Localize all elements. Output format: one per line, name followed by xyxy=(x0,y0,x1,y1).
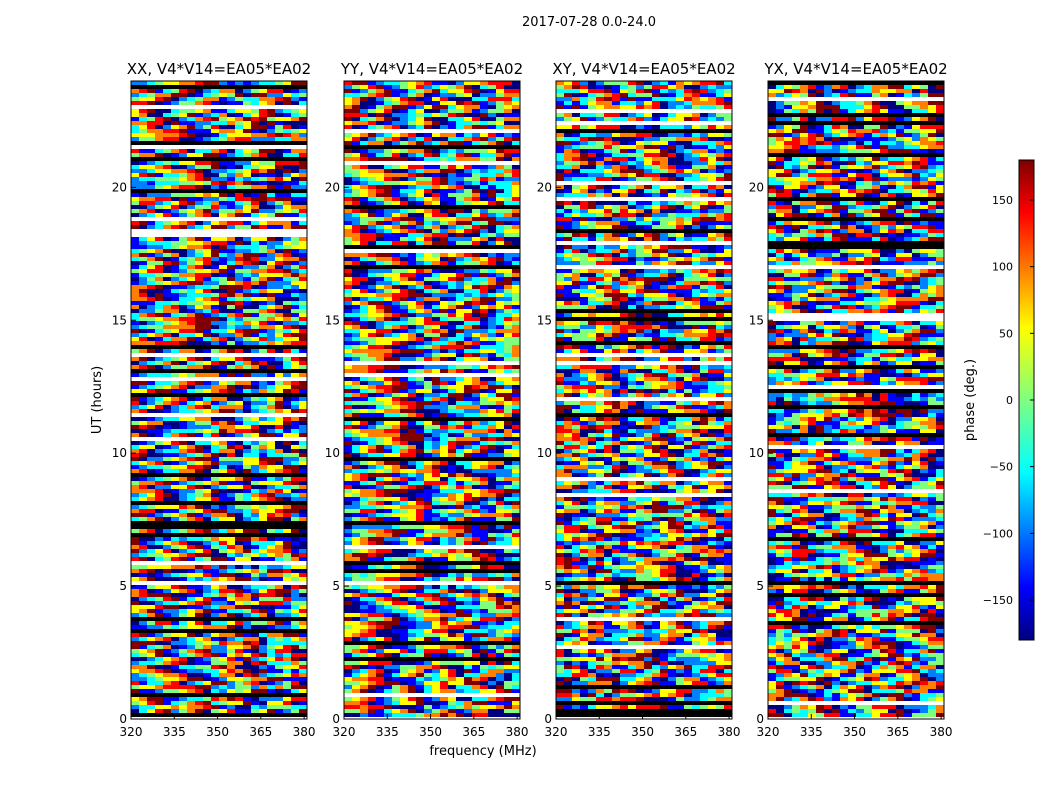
y-tick-label: 15 xyxy=(749,313,764,327)
x-tick-label: 320 xyxy=(333,725,356,739)
x-tick-label: 335 xyxy=(588,725,611,739)
panel-yx: YX, V4*V14=EA05*EA02 320 335 350 365 380 0 5 10 1… xyxy=(749,60,953,739)
y-tick-label: 15 xyxy=(112,313,127,327)
colorbar: −150 −100 −50 0 50 100 150 phase (deg.) xyxy=(963,159,1035,641)
panel-xy: XY, V4*V14=EA05*EA02 320 335 350 365 380 0 5 10 1… xyxy=(537,60,741,739)
y-tick-label: 5 xyxy=(544,579,552,593)
colorbar-tick-label: 100 xyxy=(992,261,1013,274)
y-axis-label: UT (hours) xyxy=(90,366,105,434)
x-tick-label: 365 xyxy=(674,725,697,739)
colorbar-ticks: −150 −100 −50 0 50 100 150 xyxy=(983,194,1034,607)
x-tick-label: 350 xyxy=(843,725,866,739)
colorbar-tick-label: 50 xyxy=(999,327,1013,340)
panel-title: XY, V4*V14=EA05*EA02 xyxy=(552,60,735,78)
y-tick-label: 10 xyxy=(749,446,764,460)
x-tick-label: 320 xyxy=(545,725,568,739)
panel-title: XX, V4*V14=EA05*EA02 xyxy=(127,60,311,78)
x-tick-label: 380 xyxy=(293,725,316,739)
phase-image xyxy=(344,81,520,719)
y-tick-label: 10 xyxy=(325,446,340,460)
x-tick-label: 365 xyxy=(462,725,485,739)
colorbar-tick-label: −150 xyxy=(983,594,1013,607)
x-tick-label: 335 xyxy=(376,725,399,739)
y-tick-label: 20 xyxy=(112,180,127,194)
panels: XX, V4*V14=EA05*EA02 320 335 350 365 380 0 5 10 1… xyxy=(112,60,953,739)
colorbar-label: phase (deg.) xyxy=(963,359,978,441)
colorbar-tick-label: −50 xyxy=(990,461,1013,474)
y-tick-label: 15 xyxy=(537,313,552,327)
x-tick-label: 350 xyxy=(631,725,654,739)
colorbar-tick-label: −100 xyxy=(983,527,1013,540)
y-tick-label: 20 xyxy=(749,180,764,194)
figure-title: 2017-07-28 0.0-24.0 xyxy=(522,15,656,30)
colorbar-tick-label: 0 xyxy=(1006,394,1013,407)
panel-frame xyxy=(555,80,733,720)
x-tick-label: 320 xyxy=(120,725,143,739)
phase-image xyxy=(131,81,307,719)
phase-image xyxy=(556,81,732,719)
x-tick-label: 365 xyxy=(886,725,909,739)
y-tick-label: 0 xyxy=(332,712,340,726)
y-tick-label: 5 xyxy=(332,579,340,593)
x-tick-label: 380 xyxy=(930,725,953,739)
y-tick-label: 5 xyxy=(119,579,127,593)
x-axis-label: frequency (MHz) xyxy=(429,744,536,759)
x-tick-label: 350 xyxy=(419,725,442,739)
y-tick-label: 10 xyxy=(112,446,127,460)
panel-xx: XX, V4*V14=EA05*EA02 320 335 350 365 380 0 5 10 1… xyxy=(112,60,316,739)
panel-title: YX, V4*V14=EA05*EA02 xyxy=(763,60,947,78)
panel-yy: YY, V4*V14=EA05*EA02 320 335 350 365 380 0 5 10 1… xyxy=(325,60,529,739)
y-tick-label: 0 xyxy=(756,712,764,726)
y-tick-label: 5 xyxy=(756,579,764,593)
y-tick-label: 20 xyxy=(325,180,340,194)
y-tick-label: 10 xyxy=(537,446,552,460)
panel-title: YY, V4*V14=EA05*EA02 xyxy=(340,60,523,78)
x-tick-label: 380 xyxy=(506,725,529,739)
colorbar-tick-label: 150 xyxy=(992,194,1013,207)
panel-frame xyxy=(767,80,945,720)
x-tick-label: 380 xyxy=(718,725,741,739)
x-tick-label: 365 xyxy=(249,725,272,739)
x-tick-label: 320 xyxy=(757,725,780,739)
y-tick-label: 15 xyxy=(325,313,340,327)
x-tick-label: 335 xyxy=(800,725,823,739)
x-tick-label: 335 xyxy=(163,725,186,739)
y-tick-label: 0 xyxy=(119,712,127,726)
y-tick-label: 20 xyxy=(537,180,552,194)
panel-frame xyxy=(343,80,521,720)
panel-frame xyxy=(130,80,308,720)
x-tick-label: 350 xyxy=(206,725,229,739)
y-tick-label: 0 xyxy=(544,712,552,726)
phase-image xyxy=(768,81,944,719)
